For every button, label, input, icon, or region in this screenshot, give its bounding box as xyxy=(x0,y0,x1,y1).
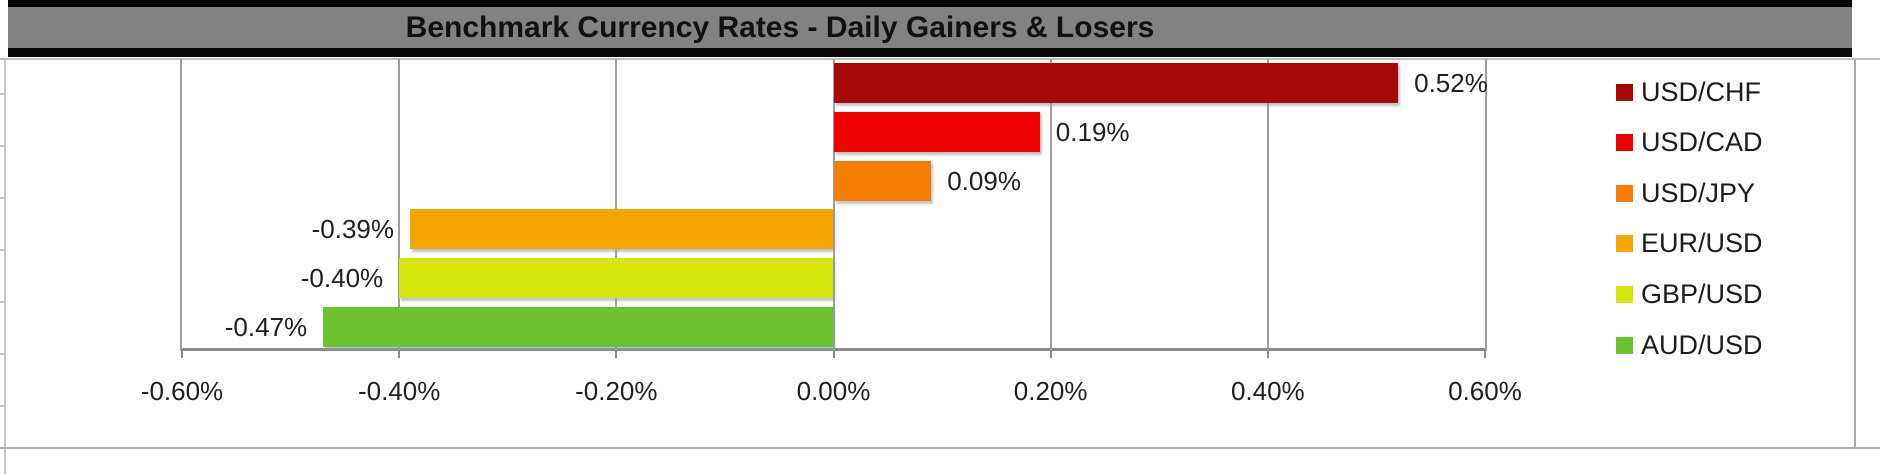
axis-tick-mark xyxy=(615,351,618,358)
axis-tick-mark xyxy=(1049,351,1052,358)
legend-label: EUR/USD xyxy=(1641,228,1763,259)
bar-aud-usd xyxy=(323,306,834,347)
axis-tick-mark xyxy=(832,351,835,358)
legend-item-gbp-usd: GBP/USD xyxy=(1616,277,1763,311)
gridline xyxy=(832,59,835,351)
worksheet-row-gridline xyxy=(0,447,1880,449)
legend-label: USD/CAD xyxy=(1641,127,1763,158)
gridline xyxy=(398,59,401,351)
legend-label: USD/JPY xyxy=(1641,177,1756,208)
legend-swatch-icon xyxy=(1616,285,1633,303)
bar-value-label: -0.39% xyxy=(311,214,395,245)
legend-swatch-icon xyxy=(1616,83,1633,101)
legend-label: USD/CHF xyxy=(1641,76,1761,107)
legend-swatch-icon xyxy=(1616,235,1633,253)
worksheet-row-stub xyxy=(0,353,6,355)
worksheet-row-stub xyxy=(0,93,6,95)
bar-usd-cad xyxy=(833,112,1040,152)
worksheet-row-stub xyxy=(0,249,6,251)
worksheet-row-stub xyxy=(0,145,6,147)
axis-tick-mark xyxy=(181,351,183,358)
legend-item-usd-jpy: USD/JPY xyxy=(1616,176,1755,210)
legend-item-usd-cad: USD/CAD xyxy=(1616,126,1763,160)
legend-item-eur-usd: EUR/USD xyxy=(1616,227,1763,261)
bar-eur-usd xyxy=(410,209,834,250)
legend-item-aud-usd: AUD/USD xyxy=(1616,328,1763,362)
bar-value-label: 0.09% xyxy=(947,165,1021,196)
chart-right-border xyxy=(1854,59,1856,448)
bar-usd-chf xyxy=(833,63,1399,104)
bar-value-label: -0.40% xyxy=(300,263,384,293)
bar-gbp-usd xyxy=(399,258,834,298)
legend-swatch-icon xyxy=(1616,336,1633,354)
axis-tick-mark xyxy=(398,351,401,358)
bar-value-label: 0.19% xyxy=(1055,117,1130,147)
worksheet-row-stub xyxy=(0,197,6,199)
legend-swatch-icon xyxy=(1616,134,1633,152)
bar-usd-jpy xyxy=(833,160,932,201)
chart-title: Benchmark Currency Rates - Daily Gainers… xyxy=(405,11,1155,44)
chart-title-bar: Benchmark Currency Rates - Daily Gainers… xyxy=(8,0,1852,57)
x-axis-tick-label: -0.20% xyxy=(575,376,658,406)
gridline xyxy=(1049,59,1052,351)
gridline xyxy=(1266,59,1269,351)
gridline xyxy=(615,59,618,351)
x-axis-tick-label: 0.60% xyxy=(1448,376,1522,406)
x-axis-tick-label: 0.40% xyxy=(1230,376,1305,406)
x-axis-tick-label: 0.20% xyxy=(1013,376,1088,406)
legend-label: AUD/USD xyxy=(1641,329,1763,360)
bar-value-label: -0.47% xyxy=(224,311,308,342)
legend-swatch-icon xyxy=(1616,184,1633,202)
bar-value-label: 0.52% xyxy=(1414,68,1488,99)
x-axis-tick-label: -0.60% xyxy=(140,376,224,406)
worksheet-row-stub xyxy=(0,301,6,303)
axis-tick-mark xyxy=(1266,351,1269,358)
worksheet-left-gridline xyxy=(4,59,6,474)
x-axis-tick-label: -0.40% xyxy=(357,376,441,406)
chart-top-border xyxy=(0,58,1880,60)
legend-item-usd-chf: USD/CHF xyxy=(1616,75,1761,109)
x-axis-tick-label: 0.00% xyxy=(796,376,871,406)
axis-tick-mark xyxy=(1484,351,1486,358)
legend-label: GBP/USD xyxy=(1641,278,1763,309)
worksheet-row-stub xyxy=(0,405,6,407)
